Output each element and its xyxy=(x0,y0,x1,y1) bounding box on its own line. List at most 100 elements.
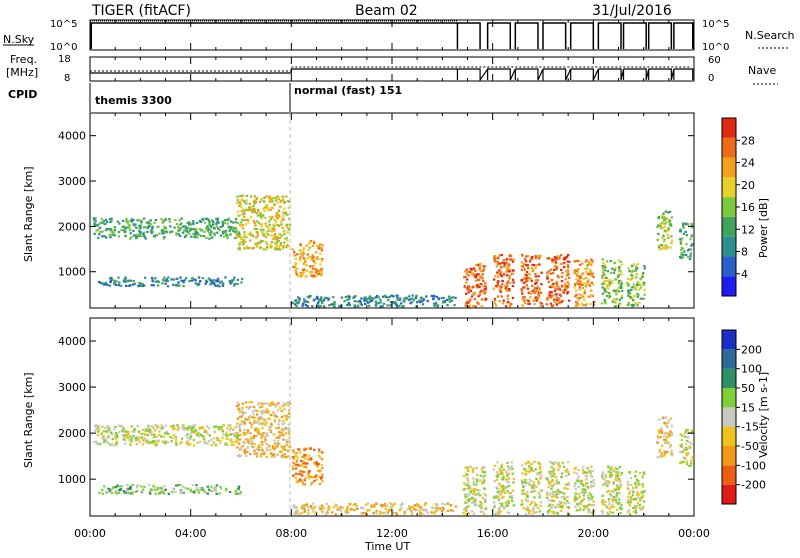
velocity-cell xyxy=(238,410,242,414)
power-cell xyxy=(279,205,282,208)
power-cell xyxy=(216,279,219,282)
power-cell xyxy=(242,241,245,244)
power-cell xyxy=(295,262,298,265)
power-cell xyxy=(495,257,498,260)
power-cell xyxy=(229,233,232,236)
power-cell xyxy=(613,298,616,301)
freq-tick-bottom: 8 xyxy=(64,73,70,84)
velocity-cell xyxy=(254,420,257,423)
velocity-cell xyxy=(274,446,277,449)
power-cell xyxy=(215,280,219,283)
power-cell xyxy=(269,208,272,211)
power-cell xyxy=(659,223,662,226)
velocity-cell xyxy=(203,441,207,444)
power-cell xyxy=(253,202,256,205)
velocity-cell xyxy=(245,455,248,458)
velocity-cell xyxy=(626,501,630,504)
velocity-cell xyxy=(393,502,397,505)
power-cell xyxy=(236,234,239,237)
velocity-cell xyxy=(520,503,523,506)
power-cell xyxy=(184,276,188,280)
velocity-cell xyxy=(217,426,220,429)
power-cell xyxy=(124,280,128,283)
velocity-cell xyxy=(243,428,246,431)
power-cell xyxy=(150,228,153,231)
power-cell xyxy=(563,265,566,269)
power-cell xyxy=(538,263,541,266)
velocity-cell xyxy=(619,511,622,514)
power-cell xyxy=(104,229,108,232)
velocity-cell xyxy=(617,474,620,478)
power-cell xyxy=(537,289,540,292)
velocity-cell xyxy=(180,437,184,440)
velocity-cell xyxy=(246,446,249,449)
velocity-cell xyxy=(258,422,261,425)
power-cell xyxy=(200,234,203,237)
power-cell xyxy=(476,263,479,266)
power-cell xyxy=(275,246,278,249)
velocity-cell xyxy=(433,512,436,515)
velocity-cell xyxy=(225,489,228,492)
power-cell xyxy=(379,305,382,308)
power-cell xyxy=(496,260,499,264)
velocity-cell xyxy=(291,465,295,468)
power-cell xyxy=(280,223,283,226)
velocity-cell xyxy=(507,481,510,484)
velocity-cell xyxy=(321,451,324,454)
velocity-cell xyxy=(129,487,132,491)
power-cell xyxy=(149,219,152,222)
power-cell xyxy=(550,279,554,282)
power-cell xyxy=(151,278,154,281)
power-cell xyxy=(255,236,258,239)
power-cell xyxy=(321,244,324,247)
power-cell xyxy=(546,277,549,280)
power-cell xyxy=(482,285,485,288)
power-cell xyxy=(552,282,555,285)
power-cell xyxy=(266,245,269,249)
power-cell xyxy=(161,278,165,282)
power-cell xyxy=(195,232,199,235)
velocity-cell xyxy=(258,432,262,436)
velocity-cell xyxy=(274,442,277,445)
power-cell xyxy=(216,219,219,222)
velocity-cell xyxy=(117,491,121,495)
power-cell xyxy=(682,226,685,229)
power-cell xyxy=(558,256,561,259)
velocity-cell xyxy=(574,466,577,469)
power-cell xyxy=(320,268,323,271)
velocity-cell xyxy=(633,505,637,508)
velocity-cell xyxy=(303,508,306,511)
power-cell xyxy=(242,239,245,242)
power-cell xyxy=(656,238,659,241)
velocity-cell xyxy=(272,411,275,414)
power-cell xyxy=(173,226,176,229)
power-cell xyxy=(499,272,502,275)
velocity-cell xyxy=(611,500,615,503)
power-cell xyxy=(642,281,646,284)
velocity-ytick-label: 2000 xyxy=(58,427,86,440)
velocity-cell xyxy=(378,513,382,516)
velocity-cell xyxy=(668,434,671,437)
velocity-cell xyxy=(553,461,556,464)
velocity-cell xyxy=(234,492,237,495)
velocity-cell xyxy=(586,485,589,489)
power-cell xyxy=(680,237,684,240)
power-cell xyxy=(161,230,164,233)
velocity-cell xyxy=(526,507,529,510)
velocity-cell xyxy=(606,511,609,514)
velocity-cell xyxy=(300,464,304,467)
power-cell xyxy=(664,245,667,249)
velocity-cell xyxy=(253,434,256,438)
power-cell xyxy=(264,248,268,251)
power-cell xyxy=(498,269,501,272)
velocity-cell xyxy=(467,505,470,508)
velocity-colorbar-swatch xyxy=(722,349,736,369)
velocity-cell xyxy=(227,424,230,427)
power-cell xyxy=(581,283,584,286)
power-cell xyxy=(512,258,516,261)
power-cell xyxy=(434,303,437,306)
velocity-cell xyxy=(601,510,604,513)
power-cell xyxy=(472,305,475,308)
power-cell xyxy=(691,243,694,246)
power-cell xyxy=(508,274,512,277)
